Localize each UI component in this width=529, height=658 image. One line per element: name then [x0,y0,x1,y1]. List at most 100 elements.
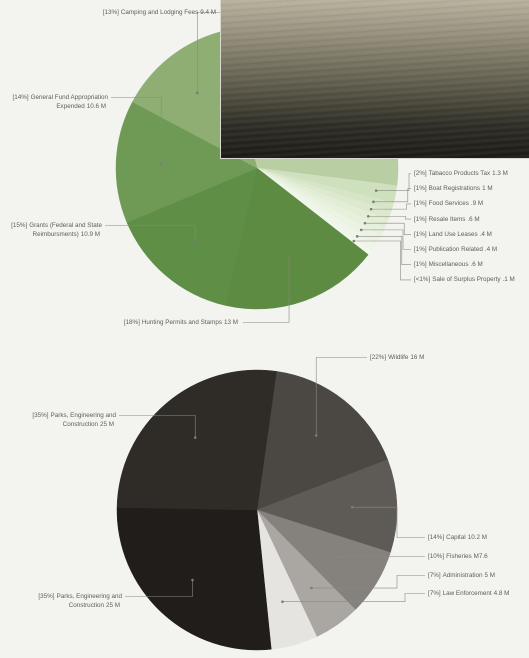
slice-name: Miscellaneous [428,261,469,269]
slice-percent: [14%] [12,94,29,101]
slice-percent: [1%] [414,261,427,269]
slice-percent: [1%] [414,185,427,193]
slice-label: [10%] Fisheries M7.6 [428,552,490,561]
slice-name: Tabacco Products Tax [428,170,491,177]
slice-percent: [1%] [414,200,427,208]
slice-name: General Fund Appropriation Expended [30,94,108,110]
leaders [105,12,425,604]
slice-amount: .6 M [467,215,480,223]
slice-name: Camping and Lodging Fees [120,9,199,16]
leader-line [282,593,425,603]
slice-label: [13%] Camping and Lodging Fees 9.4 M [48,8,218,17]
slice-percent: [35%] [38,593,55,600]
slice-name: Hunting Permits and Stamps [141,319,222,326]
pie-slice [115,101,258,223]
slice-amount: .4 M [479,230,492,238]
slice-name: Publication Related [428,246,483,253]
leader-dot [195,91,199,95]
slice-name: Boat Registrations [428,185,481,193]
slice-amount: 25 M [106,602,120,609]
leader-dot [193,239,197,243]
slice-percent: [35%] [32,412,49,419]
slice-label: [15%] Grants (Federal and State Reimbursm… [2,221,102,239]
leader-dot [193,436,197,439]
leader-dot [366,214,370,218]
slice-label: [14%] Capital 10.2 M [428,533,489,542]
leader-line [376,173,411,191]
slice-label: [7%] Law Enforcement 4.8 M [428,589,511,598]
slice-percent: [14%] [428,534,445,541]
pie-slice [256,459,398,553]
slice-percent: [<1%] [414,276,431,284]
slice-name: Grants (Federal and State Reimbursments) [29,222,102,238]
slice-amount: 10.2 M [467,534,487,541]
slice-name: Food Services [428,200,469,208]
leader-line [352,506,425,538]
slice-label: [1%] Boat Registrations 1 M [414,184,495,193]
leader-dot [355,235,359,238]
slice-percent: [10%] [428,553,445,560]
slice-percent: [15%] [11,222,28,229]
slice-amount: 16 M [410,354,425,361]
leader-line [364,222,411,235]
slice-amount: 13 M [224,319,238,326]
pie-slice [116,507,272,651]
leader-line [196,12,221,93]
slice-percent: [1%] [414,230,427,238]
pie-slice [256,371,388,511]
leader-line [361,229,411,250]
leader-dot [281,600,284,604]
leader-dot [352,239,356,243]
slice-label: [2%] Tabacco Products Tax 1.3 M [414,169,510,178]
leader-line [243,258,290,323]
slice-amount: 25 M [100,421,114,428]
slice-amount: 10.9 M [80,231,100,238]
photo [221,0,529,158]
slice-label: [1%] Miscellaneous .6 M [414,260,485,269]
leader-dot [310,586,313,590]
leader-line [119,415,196,438]
leader-dot [350,505,354,509]
leader-dot [336,558,340,562]
slice-percent: [1%] [414,246,427,253]
slice-name: Resale Items [428,215,466,223]
leader-dot [369,207,373,211]
leader-line [105,225,196,242]
slice-name: Sale of Surplus Property [432,276,501,284]
slice-label: [35%] Parks, Engineering and Construction… [26,411,116,429]
slice-label: [18%] Hunting Permits and Stamps 13 M [80,318,240,327]
slice-amount: .6 M [470,261,483,269]
slice-name: Parks, Engineering and Construction [56,593,122,609]
leader-line [373,188,411,203]
slice-label: [14%] General Fund Appropriation Expended… [8,93,108,111]
slice-percent: [2%] [414,170,427,177]
pie-slice [224,167,369,310]
slice-label: [7%] Administration 5 M [428,571,497,580]
slice-amount: .9 M [470,200,484,208]
leader-line [371,203,411,210]
leader-dot [359,228,363,232]
leader-line [368,215,411,220]
slice-label: [35%] Parks, Engineering and Construction… [32,592,122,610]
leader-dot [159,162,163,165]
slice-percent: [7%] [428,572,441,579]
slice-amount: M7.6 [473,553,488,560]
slice-label: [1%] Resale Items .6 M [414,215,482,224]
leader-dot [287,257,291,260]
slice-amount: 9.4 M [200,9,216,16]
slice-percent: [7%] [428,590,441,597]
leader-line [111,97,162,164]
slice-label: [1%] Food Services .9 M [414,199,485,208]
slice-amount: 1 M [482,185,493,193]
slice-name: Land Use Leases [428,230,478,238]
leader-dot [372,200,375,204]
slice-amount: .4 M [484,246,498,253]
slice-name: Law Enforcement [442,590,492,597]
leader-line [311,575,425,589]
slice-percent: [22%] [370,354,387,361]
slice-label: [1%] Publication Related .4 M [414,245,499,254]
slice-amount: 5 M [484,572,496,579]
leader-dot [363,221,367,225]
leader-line [125,580,193,597]
slice-name: Capital [446,534,466,541]
